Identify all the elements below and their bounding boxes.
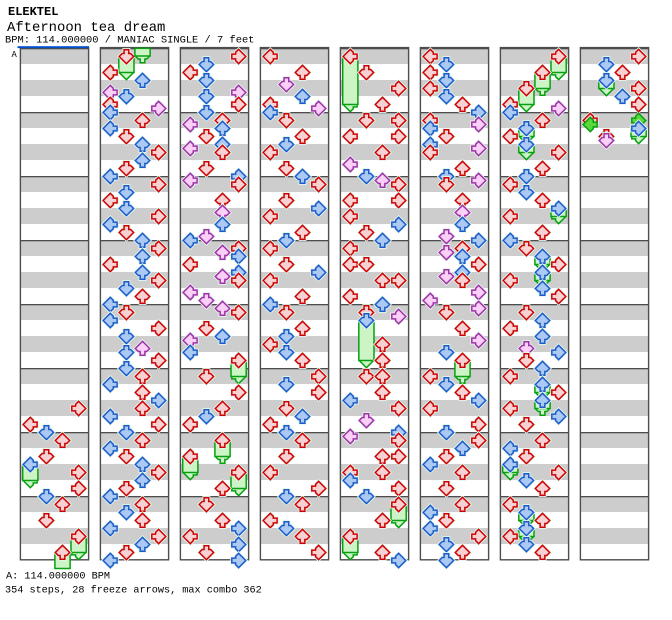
svg-text:A: 114.000000 BPM: A: 114.000000 BPM — [6, 572, 110, 583]
svg-text:ELEKTEL: ELEKTEL — [8, 5, 58, 19]
svg-text:Afternoon tea dream: Afternoon tea dream — [7, 20, 165, 36]
svg-text:A: A — [12, 50, 18, 60]
svg-text:354 steps, 28 freeze arrows, m: 354 steps, 28 freeze arrows, max combo 3… — [5, 585, 262, 597]
svg-text:BPM: 114.000000 / MANIAC SINGL: BPM: 114.000000 / MANIAC SINGLE / 7 feet — [5, 35, 254, 47]
